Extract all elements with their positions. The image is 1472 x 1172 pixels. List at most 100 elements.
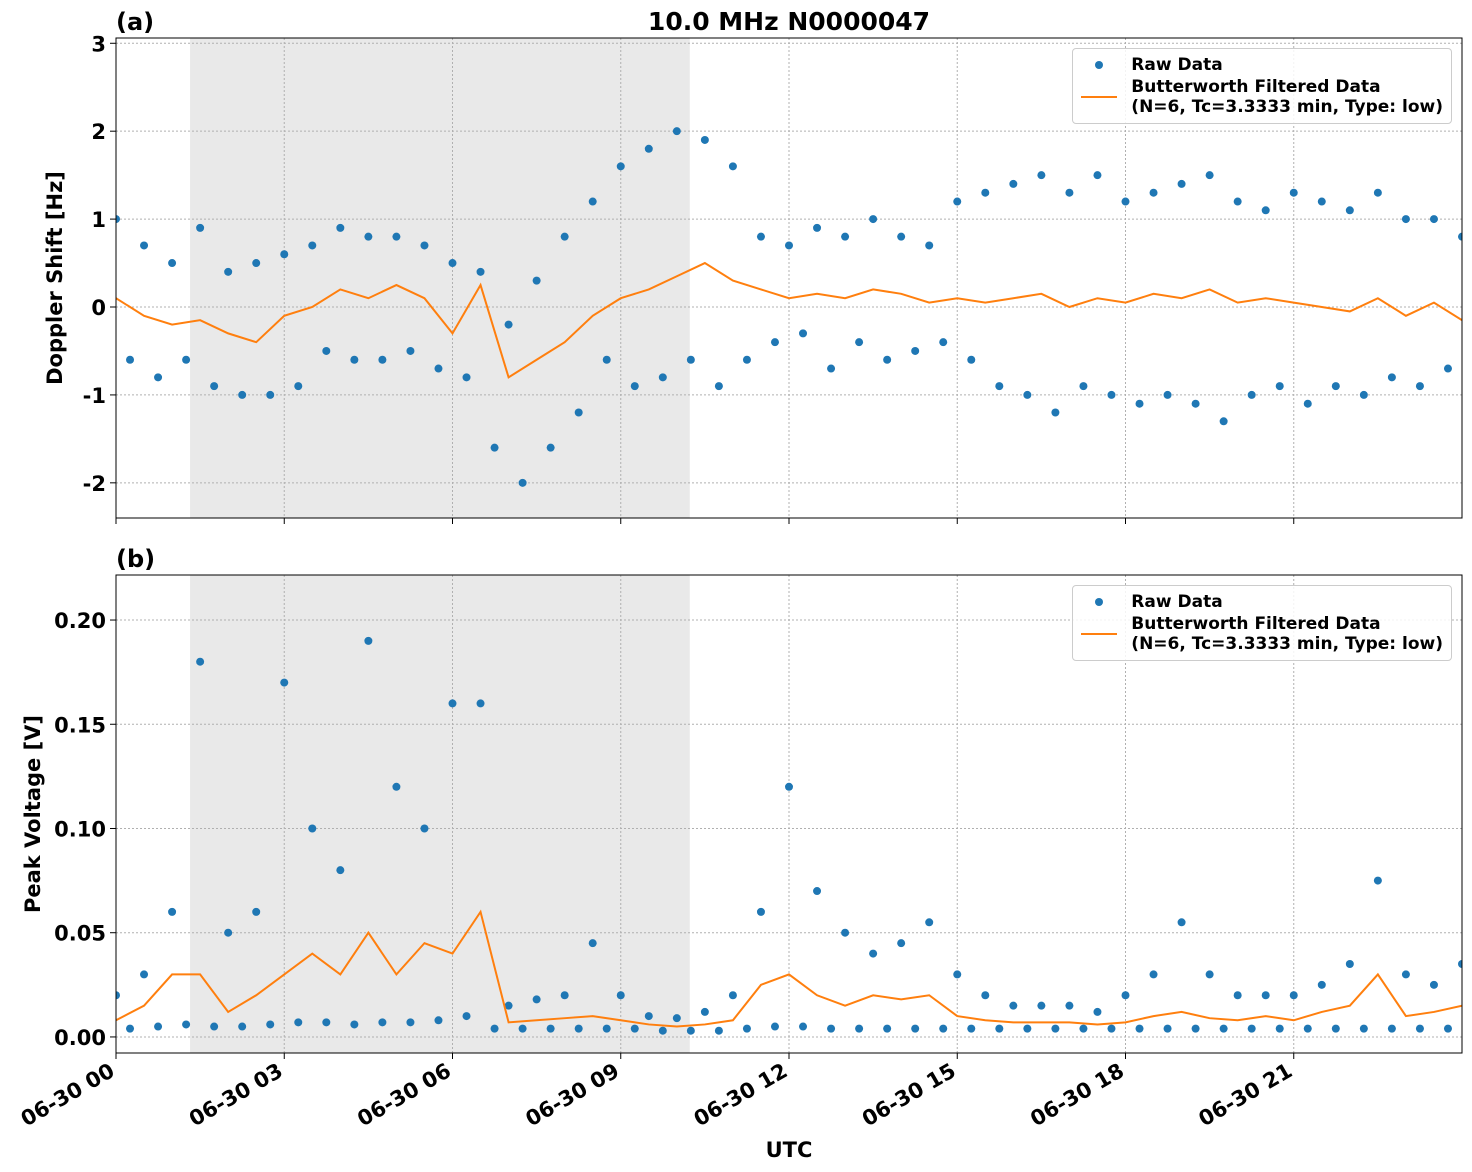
raw-point — [322, 346, 331, 355]
legend-label: Butterworth Filtered Data (N=6, Tc=3.333… — [1131, 77, 1443, 117]
raw-point — [140, 241, 149, 250]
raw-point — [1458, 232, 1462, 241]
raw-point — [1191, 1024, 1200, 1033]
raw-point — [308, 824, 317, 833]
raw-point — [883, 1024, 892, 1033]
raw-point — [1401, 970, 1410, 979]
raw-point — [1149, 970, 1158, 979]
raw-point — [420, 824, 429, 833]
raw-point — [350, 1020, 359, 1029]
x-tick-label: 06-30 18 — [1026, 1059, 1128, 1132]
raw-point — [210, 382, 219, 391]
raw-point — [855, 1024, 864, 1033]
raw-point — [1261, 206, 1270, 215]
legend-entry: Butterworth Filtered Data (N=6, Tc=3.333… — [1081, 77, 1443, 117]
raw-point — [785, 241, 793, 250]
raw-point — [378, 355, 387, 364]
raw-point — [686, 1026, 695, 1035]
raw-point — [1401, 215, 1410, 224]
raw-point — [897, 939, 906, 948]
raw-point — [266, 1020, 275, 1029]
raw-point — [448, 699, 457, 708]
raw-point — [336, 866, 345, 875]
raw-point — [1149, 188, 1158, 197]
raw-point — [1093, 171, 1102, 180]
raw-point — [700, 1007, 709, 1016]
raw-point — [1233, 197, 1242, 206]
raw-point — [770, 1022, 779, 1031]
raw-point — [1317, 197, 1326, 206]
raw-point — [518, 478, 527, 487]
raw-point — [827, 1024, 836, 1033]
legend-label: Raw Data — [1131, 55, 1223, 75]
raw-point — [686, 355, 695, 364]
raw-point — [252, 907, 261, 916]
raw-point — [1163, 1024, 1172, 1033]
raw-point — [168, 259, 177, 268]
y-tick-label: 0.05 — [54, 922, 106, 946]
raw-point — [841, 928, 850, 937]
raw-point — [953, 197, 962, 206]
raw-point — [995, 382, 1004, 391]
x-tick-label: 06-30 03 — [185, 1059, 287, 1132]
raw-point — [1387, 1024, 1396, 1033]
raw-point — [616, 162, 625, 171]
raw-point — [1079, 382, 1088, 391]
raw-point — [1205, 970, 1214, 979]
raw-point — [560, 991, 569, 1000]
raw-point — [1331, 1024, 1340, 1033]
y-tick-label: 0.20 — [54, 609, 106, 633]
chart-title: 10.0 MHz N0000047 — [648, 7, 930, 36]
raw-point — [238, 390, 247, 399]
x-tick-label: 06-30 06 — [353, 1059, 455, 1132]
raw-point — [841, 232, 850, 241]
raw-point — [1331, 382, 1340, 391]
raw-point — [196, 657, 205, 666]
raw-point — [967, 355, 976, 364]
raw-point — [1191, 399, 1200, 408]
raw-point — [294, 382, 303, 391]
raw-point — [504, 1001, 513, 1010]
panel-label: (a) — [116, 8, 154, 36]
raw-point — [462, 373, 471, 382]
axes-frame — [115, 37, 1463, 519]
raw-point — [883, 355, 892, 364]
axes-frame — [115, 574, 1463, 1054]
raw-point — [672, 1014, 681, 1023]
raw-point — [658, 1026, 667, 1035]
raw-point — [644, 144, 653, 153]
raw-point — [574, 408, 583, 417]
legend-swatch — [1095, 61, 1104, 69]
y-tick-label: 2 — [91, 120, 106, 144]
raw-point — [574, 1024, 583, 1033]
raw-point — [756, 907, 765, 916]
raw-point — [785, 782, 793, 791]
raw-point — [392, 232, 401, 241]
raw-point — [1023, 1024, 1032, 1033]
raw-point — [420, 241, 429, 250]
legend-swatch — [1081, 96, 1118, 98]
x-axis-label: UTC — [766, 1138, 813, 1162]
raw-point — [504, 320, 513, 329]
raw-point — [1121, 197, 1130, 206]
raw-point — [490, 443, 499, 452]
x-tick-label: 06-30 00 — [17, 1059, 119, 1132]
raw-point — [869, 215, 878, 224]
raw-point — [672, 127, 681, 136]
legend-marker — [1095, 61, 1104, 69]
raw-point — [925, 918, 934, 927]
legend-entry: Butterworth Filtered Data (N=6, Tc=3.333… — [1081, 614, 1443, 654]
raw-point — [476, 267, 485, 276]
raw-point — [813, 887, 822, 896]
raw-point — [1009, 179, 1018, 188]
raw-point — [126, 355, 135, 364]
raw-point — [770, 338, 779, 347]
raw-point — [1093, 1007, 1102, 1016]
raw-point — [1023, 390, 1032, 399]
raw-point — [1303, 399, 1312, 408]
raw-point — [1458, 959, 1462, 968]
raw-point — [742, 355, 751, 364]
raw-point — [224, 267, 233, 276]
legend-marker — [1095, 598, 1104, 606]
